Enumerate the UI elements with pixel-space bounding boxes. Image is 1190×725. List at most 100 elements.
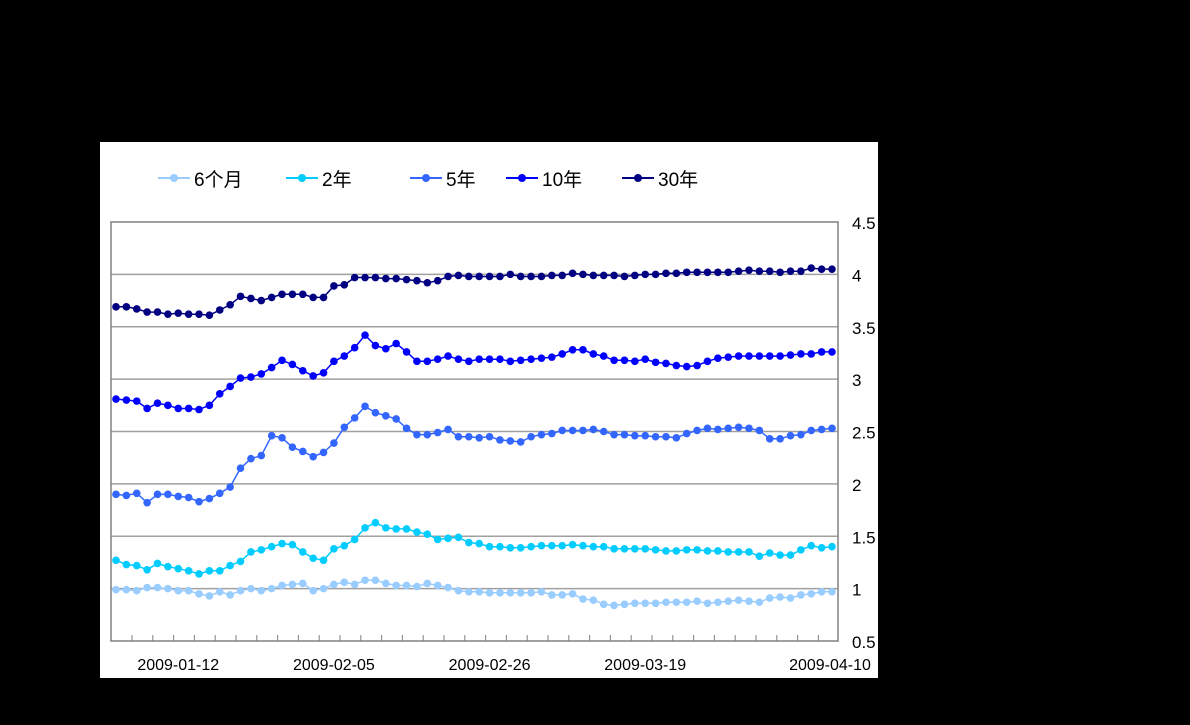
data-point bbox=[381, 579, 390, 588]
data-point bbox=[631, 545, 639, 553]
data-point bbox=[132, 489, 141, 498]
data-point bbox=[465, 538, 473, 547]
data-point bbox=[381, 274, 390, 283]
series-line bbox=[115, 521, 833, 575]
data-point bbox=[485, 272, 494, 281]
data-point bbox=[828, 265, 836, 273]
data-point bbox=[724, 597, 733, 605]
data-point bbox=[444, 534, 452, 543]
data-point bbox=[402, 348, 411, 356]
data-point bbox=[558, 426, 567, 435]
data-point bbox=[454, 271, 463, 280]
y-tick-label: 0.5 bbox=[852, 633, 876, 652]
data-point bbox=[402, 424, 411, 433]
data-point bbox=[755, 552, 764, 560]
data-point bbox=[309, 586, 317, 595]
data-point bbox=[174, 309, 183, 317]
legend-marker-icon bbox=[158, 173, 190, 183]
legend-item-5y: 5年 bbox=[410, 164, 476, 192]
data-point bbox=[641, 270, 650, 279]
data-point bbox=[745, 548, 753, 556]
data-point bbox=[765, 435, 774, 443]
data-point bbox=[402, 581, 411, 590]
x-tick-label: 2009-01-12 bbox=[137, 657, 219, 674]
data-point bbox=[797, 350, 805, 358]
data-point bbox=[548, 353, 556, 361]
data-point bbox=[132, 397, 141, 405]
data-point bbox=[465, 272, 473, 281]
data-point bbox=[568, 540, 577, 549]
data-point bbox=[444, 272, 452, 281]
data-point bbox=[298, 548, 307, 556]
data-point bbox=[662, 547, 670, 555]
data-point bbox=[257, 451, 266, 460]
data-point bbox=[433, 276, 442, 285]
data-point bbox=[714, 425, 722, 434]
data-point bbox=[631, 431, 639, 440]
data-point bbox=[548, 271, 556, 280]
data-point bbox=[112, 585, 120, 594]
data-point bbox=[174, 564, 183, 573]
data-point bbox=[423, 278, 432, 287]
data-point bbox=[548, 541, 556, 550]
data-point bbox=[112, 395, 120, 403]
data-point bbox=[662, 598, 670, 607]
data-point bbox=[309, 554, 317, 563]
data-point bbox=[454, 533, 463, 542]
data-point bbox=[309, 372, 317, 380]
data-point bbox=[267, 363, 276, 372]
data-point bbox=[641, 599, 650, 608]
legend-label: 6个月 bbox=[194, 169, 243, 191]
data-point bbox=[765, 352, 774, 360]
data-point bbox=[215, 567, 224, 575]
data-point bbox=[537, 354, 546, 362]
data-point bbox=[734, 548, 743, 556]
data-point bbox=[236, 586, 245, 595]
data-point bbox=[247, 373, 255, 381]
data-point bbox=[350, 343, 359, 352]
data-point bbox=[143, 308, 151, 316]
data-point bbox=[776, 268, 784, 277]
series-line bbox=[116, 579, 832, 607]
data-point bbox=[786, 431, 795, 440]
data-point bbox=[247, 548, 255, 556]
data-point bbox=[672, 598, 681, 607]
data-point bbox=[475, 355, 483, 364]
x-tick-label: 2009-04-10 bbox=[789, 657, 871, 674]
data-point bbox=[122, 585, 131, 594]
y-tick-label: 2.5 bbox=[852, 424, 876, 443]
data-point bbox=[278, 539, 286, 548]
series-line bbox=[115, 405, 833, 504]
data-point bbox=[402, 275, 411, 284]
data-point bbox=[568, 269, 577, 278]
data-point bbox=[631, 357, 639, 366]
data-point bbox=[631, 599, 639, 608]
data-point bbox=[786, 551, 795, 559]
data-point bbox=[319, 448, 328, 457]
series-30年 bbox=[112, 264, 836, 320]
data-point bbox=[516, 543, 525, 552]
data-point bbox=[350, 273, 359, 282]
data-point bbox=[599, 542, 608, 551]
data-point bbox=[734, 267, 743, 276]
data-point bbox=[724, 548, 733, 556]
data-point bbox=[682, 546, 691, 554]
data-point bbox=[610, 356, 618, 365]
data-point bbox=[516, 272, 525, 281]
data-point bbox=[703, 547, 712, 555]
y-tick-label: 1 bbox=[852, 581, 861, 600]
data-point bbox=[475, 272, 483, 281]
data-point bbox=[226, 300, 234, 309]
data-point bbox=[319, 369, 328, 377]
data-point bbox=[247, 584, 255, 593]
data-point bbox=[164, 584, 172, 593]
legend-label: 2年 bbox=[322, 169, 352, 191]
data-point bbox=[714, 598, 722, 607]
data-point bbox=[195, 310, 203, 318]
data-point bbox=[132, 305, 141, 313]
data-point bbox=[226, 483, 234, 491]
data-point bbox=[164, 562, 172, 571]
data-point bbox=[589, 271, 598, 280]
data-point bbox=[734, 423, 743, 432]
data-point bbox=[371, 576, 380, 585]
